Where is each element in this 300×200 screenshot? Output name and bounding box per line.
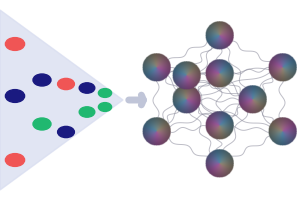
Circle shape	[79, 83, 95, 93]
Polygon shape	[0, 10, 123, 190]
Circle shape	[5, 90, 25, 102]
Circle shape	[98, 103, 112, 111]
Circle shape	[98, 89, 112, 97]
Circle shape	[58, 126, 74, 138]
Circle shape	[33, 74, 51, 86]
Circle shape	[79, 107, 95, 117]
Circle shape	[58, 78, 74, 90]
Circle shape	[5, 154, 25, 166]
Circle shape	[33, 118, 51, 130]
Circle shape	[5, 38, 25, 50]
